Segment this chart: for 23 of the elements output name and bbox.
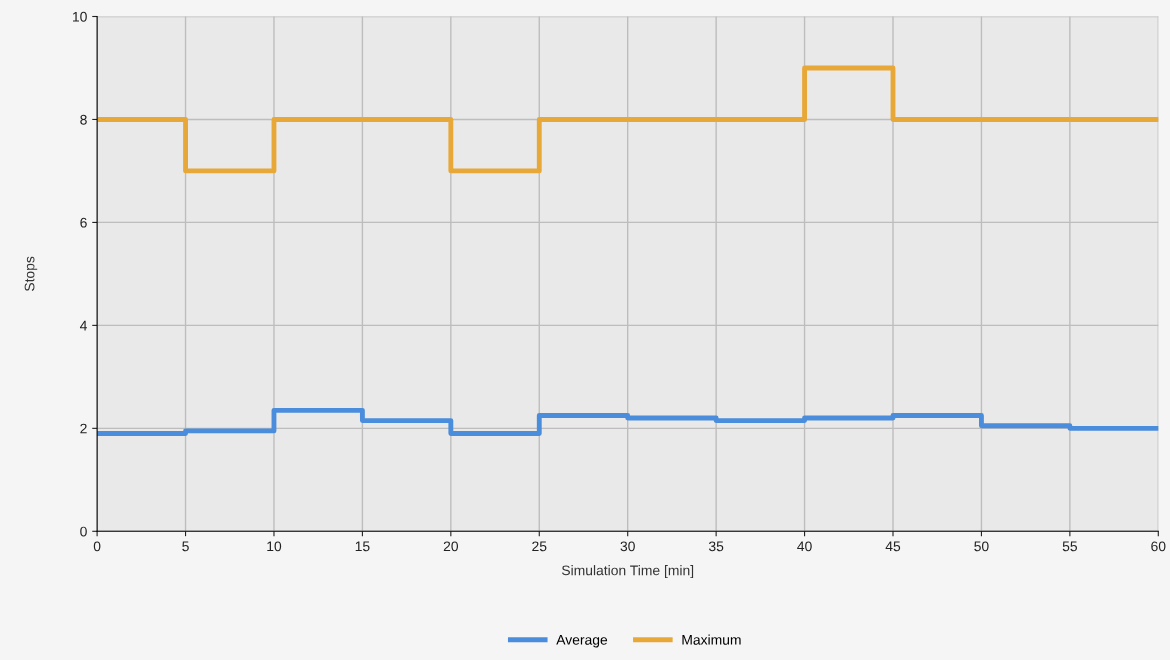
x-tick-label: 35 bbox=[708, 541, 724, 552]
x-tick-label: 20 bbox=[443, 541, 459, 552]
x-tick-label: 15 bbox=[355, 541, 370, 552]
x-tick-label: 55 bbox=[1062, 541, 1078, 552]
x-tick-label: 40 bbox=[797, 541, 812, 552]
legend-label: Maximum bbox=[682, 634, 741, 645]
x-tick-label: 50 bbox=[974, 541, 989, 552]
y-tick-label: 6 bbox=[80, 217, 87, 228]
legend-label: Average bbox=[556, 635, 608, 648]
x-tick-label: 45 bbox=[885, 541, 901, 552]
y-tick-label: 0 bbox=[80, 526, 87, 537]
y-tick-label: 4 bbox=[79, 320, 87, 331]
x-axis-title: Simulation Time [min] bbox=[561, 565, 694, 579]
y-tick-label: 8 bbox=[80, 114, 87, 125]
x-tick-label: 10 bbox=[267, 541, 282, 552]
x-tick-label: 30 bbox=[620, 541, 635, 552]
y-tick-label: 10 bbox=[73, 11, 87, 22]
x-tick-label: 0 bbox=[93, 541, 101, 552]
x-tick-label: 25 bbox=[532, 541, 547, 552]
x-tick-label: 5 bbox=[182, 541, 189, 552]
x-tick-label: 60 bbox=[1151, 541, 1166, 552]
y-axis-title: Stops bbox=[24, 256, 38, 292]
y-tick-label: 2 bbox=[80, 423, 87, 434]
